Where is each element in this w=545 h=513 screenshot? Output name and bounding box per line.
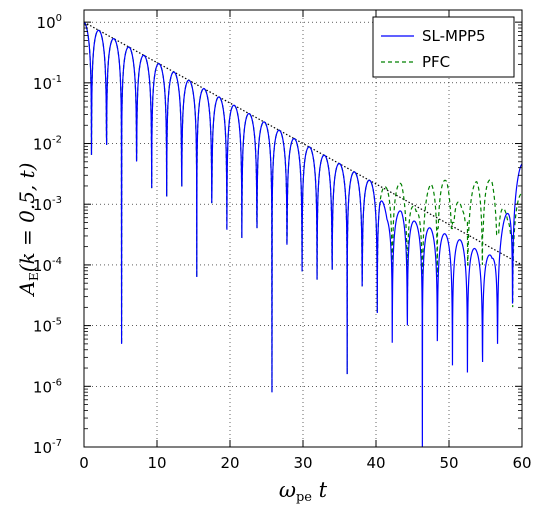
y-tick-label: 10-7: [33, 438, 62, 457]
y-tick-labels: 100 10-1 10-2 10-3 10-4 10-5 10-6 10-7: [33, 13, 62, 457]
x-tick-labels: 0 10 20 30 40 50 60: [79, 454, 531, 472]
x-tick-label: 0: [79, 454, 89, 472]
x-axis-label-subscript: pe: [296, 490, 312, 505]
y-tick-label: 10-6: [33, 377, 62, 396]
y-axis-label-main: A: [15, 281, 39, 297]
x-tick-label: 50: [439, 454, 458, 472]
x-axis-label: ωpe t: [279, 478, 328, 505]
x-tick-label: 10: [147, 454, 166, 472]
x-tick-label: 30: [293, 454, 312, 472]
y-tick-label: 10-1: [33, 74, 62, 93]
x-tick-label: 60: [512, 454, 531, 472]
y-tick-label: 10-3: [33, 195, 62, 214]
series-layer: [84, 21, 522, 447]
y-axis-label: AE(k = 0.5, t): [15, 163, 41, 298]
y-axis-label-subscript: E: [27, 272, 41, 281]
plot-area: [83, 9, 523, 448]
x-tick-label: 40: [366, 454, 385, 472]
y-tick-label: 10-4: [33, 256, 62, 275]
grid-lines: [84, 10, 522, 447]
axis-ticks: [83, 10, 523, 448]
legend-box: [372, 16, 515, 78]
damping-rate-line: [84, 21, 522, 266]
legend-label-sl-mpp5: SL-MPP5: [422, 27, 486, 45]
series-line-sl-mpp5: [84, 21, 522, 447]
legend: SL-MPP5 PFC: [372, 16, 515, 78]
x-axis-label-main: ω: [279, 478, 296, 502]
x-axis-label-rest: t: [312, 478, 328, 502]
x-tick-label: 20: [220, 454, 239, 472]
y-tick-label: 10-5: [33, 317, 62, 336]
legend-label-pfc: PFC: [422, 53, 450, 71]
y-tick-label: 10-2: [33, 135, 62, 154]
y-tick-label: 100: [37, 13, 62, 32]
y-axis-label-rest: (k = 0.5, t): [15, 163, 39, 273]
